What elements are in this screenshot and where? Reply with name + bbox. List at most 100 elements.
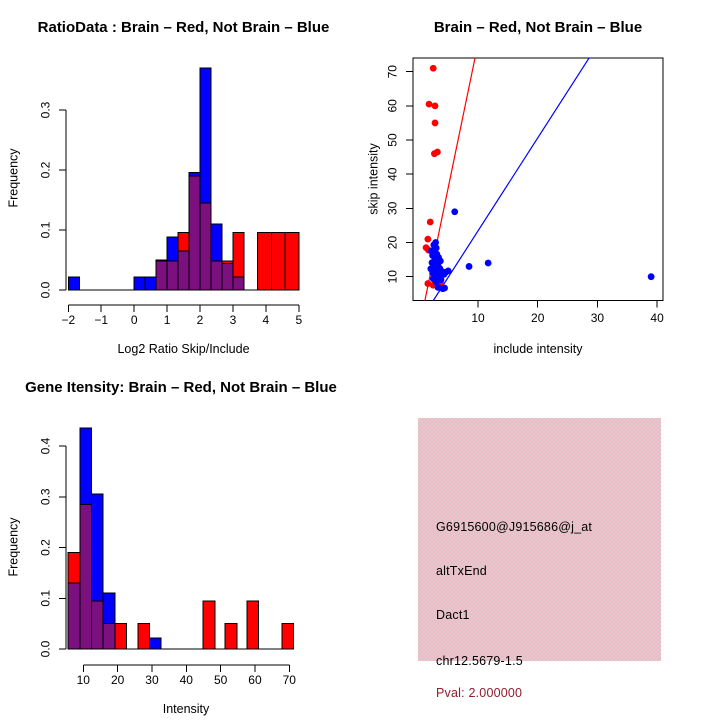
x-tick-label: 30 [145, 673, 159, 687]
scatter-point-red [429, 64, 437, 72]
scatter-point-red [434, 148, 441, 156]
y-tick-label: 10 [386, 270, 400, 284]
x-tick-label: 30 [591, 311, 605, 325]
x-tick-label: 2 [197, 313, 204, 327]
hist-bar-blue [91, 493, 104, 602]
x-axis-title: Intensity [163, 702, 210, 716]
hist-bar-red [232, 231, 245, 278]
x-tick-label: 5 [295, 313, 302, 327]
info-line-gene-name: Dact1 [436, 608, 470, 622]
hist-bar-blue [149, 637, 162, 650]
scatter-point-blue [444, 267, 452, 275]
scatter-point-red [425, 100, 433, 108]
y-tick-label: 0.0 [39, 281, 53, 298]
scatter-point-blue [647, 273, 655, 281]
hist-bar-red [284, 231, 300, 291]
hist-bar-overlap [188, 175, 201, 291]
hist-bar-overlap [199, 202, 212, 291]
y-tick-label: 40 [386, 167, 400, 181]
hist-bar-blue [144, 276, 157, 291]
hist-bar-blue [133, 276, 146, 291]
info-line-pvalue: Pval: 2.000000 [436, 686, 523, 700]
x-tick-label: 20 [111, 673, 125, 687]
info-panel: G6915600@J915686@j_at altTxEnd Dact1 chr… [360, 360, 720, 720]
y-tick-label: 50 [386, 133, 400, 147]
chart-title: RatioData : Brain – Red, Not Brain – Blu… [38, 19, 330, 36]
y-tick-label: 0.2 [39, 539, 53, 556]
scatter-point-blue [441, 284, 448, 292]
hist-bar-red [202, 600, 216, 650]
hist-bar-overlap [102, 623, 116, 650]
x-tick-label: 10 [471, 311, 485, 325]
x-tick-label: 4 [263, 313, 270, 327]
y-axis-title: Frequency [7, 517, 21, 577]
x-tick-label: 0 [131, 313, 138, 327]
hist-bar-red [67, 552, 81, 584]
scatter-point-red [424, 235, 432, 243]
x-tick-label: 10 [77, 673, 91, 687]
hist-bar-blue [67, 276, 80, 291]
scatter-point-red [426, 218, 434, 226]
x-tick-label: 60 [248, 673, 262, 687]
hist-bar-blue [199, 67, 212, 204]
hist-bar-overlap [177, 250, 190, 291]
scatter-point-blue [465, 263, 473, 270]
hist-bar-overlap [210, 260, 223, 291]
hist-bar-blue [79, 427, 93, 505]
chart-title: Brain – Red, Not Brain – Blue [434, 19, 642, 36]
fit-line-blue [432, 57, 590, 301]
x-axis-title: Log2 Ratio Skip/Include [117, 342, 249, 356]
x-tick-label: 40 [650, 311, 664, 325]
hist-bar-overlap [91, 600, 104, 650]
hist-bar-red [270, 231, 286, 291]
y-tick-label: 20 [386, 236, 400, 250]
x-tick-label: 70 [283, 673, 297, 687]
ratio-histogram-panel: RatioData : Brain – Red, Not Brain – Blu… [7, 19, 330, 356]
intensity-scatter-panel: Brain – Red, Not Brain – Blue include int… [367, 19, 665, 356]
hist-bar-blue [210, 223, 223, 262]
scatter-point-red [424, 280, 432, 287]
chart-title: Gene Itensity: Brain – Red, Not Brain – … [25, 379, 337, 396]
info-line-splice-type: altTxEnd [436, 564, 487, 578]
hist-bar-overlap [221, 263, 234, 291]
hist-bar-overlap [67, 582, 81, 650]
y-tick-label: 60 [386, 99, 400, 113]
scatter-point-blue [484, 259, 492, 267]
scatter-point-blue [427, 265, 435, 273]
hist-bar-blue [102, 592, 116, 625]
y-axis-title: skip intensity [367, 142, 381, 214]
hist-bar-red [257, 231, 272, 291]
scatter-point-red [431, 102, 439, 110]
hist-bar-red [177, 231, 190, 252]
hist-bar-red [281, 623, 295, 650]
x-tick-label: −2 [61, 313, 75, 327]
hist-bar-red [155, 259, 168, 262]
scatter-point-blue [432, 278, 440, 286]
y-tick-label: 30 [386, 201, 400, 215]
hist-bar-overlap [166, 260, 179, 291]
scatter-point-blue [451, 208, 459, 216]
hist-bar-red [137, 623, 151, 650]
y-tick-label: 0.2 [39, 161, 53, 178]
hist-bar-overlap [79, 503, 93, 650]
x-tick-label: 40 [180, 673, 194, 687]
hist-bar-red [114, 623, 128, 650]
gene-info-box: G6915600@J915686@j_at altTxEnd Dact1 chr… [418, 418, 661, 700]
hist-bar-blue [166, 236, 179, 262]
hist-bar-overlap [232, 276, 245, 291]
y-tick-label: 0.1 [39, 221, 53, 238]
scatter-point-red [431, 119, 439, 127]
hist-bar-red [224, 623, 238, 650]
x-tick-label: −1 [94, 313, 108, 327]
info-line-location: chr12.5679-1.5 [436, 654, 523, 668]
y-tick-label: 70 [386, 65, 400, 79]
hist-bar-blue [188, 171, 201, 177]
x-axis-title: include intensity [494, 342, 584, 356]
x-tick-label: 20 [531, 311, 545, 325]
hist-bar-red [221, 260, 234, 265]
info-line-probe-id: G6915600@J915686@j_at [436, 520, 593, 534]
gene-intensity-histogram-panel: Gene Itensity: Brain – Red, Not Brain – … [7, 379, 337, 716]
x-tick-label: 3 [230, 313, 237, 327]
y-tick-label: 0.3 [39, 488, 53, 505]
